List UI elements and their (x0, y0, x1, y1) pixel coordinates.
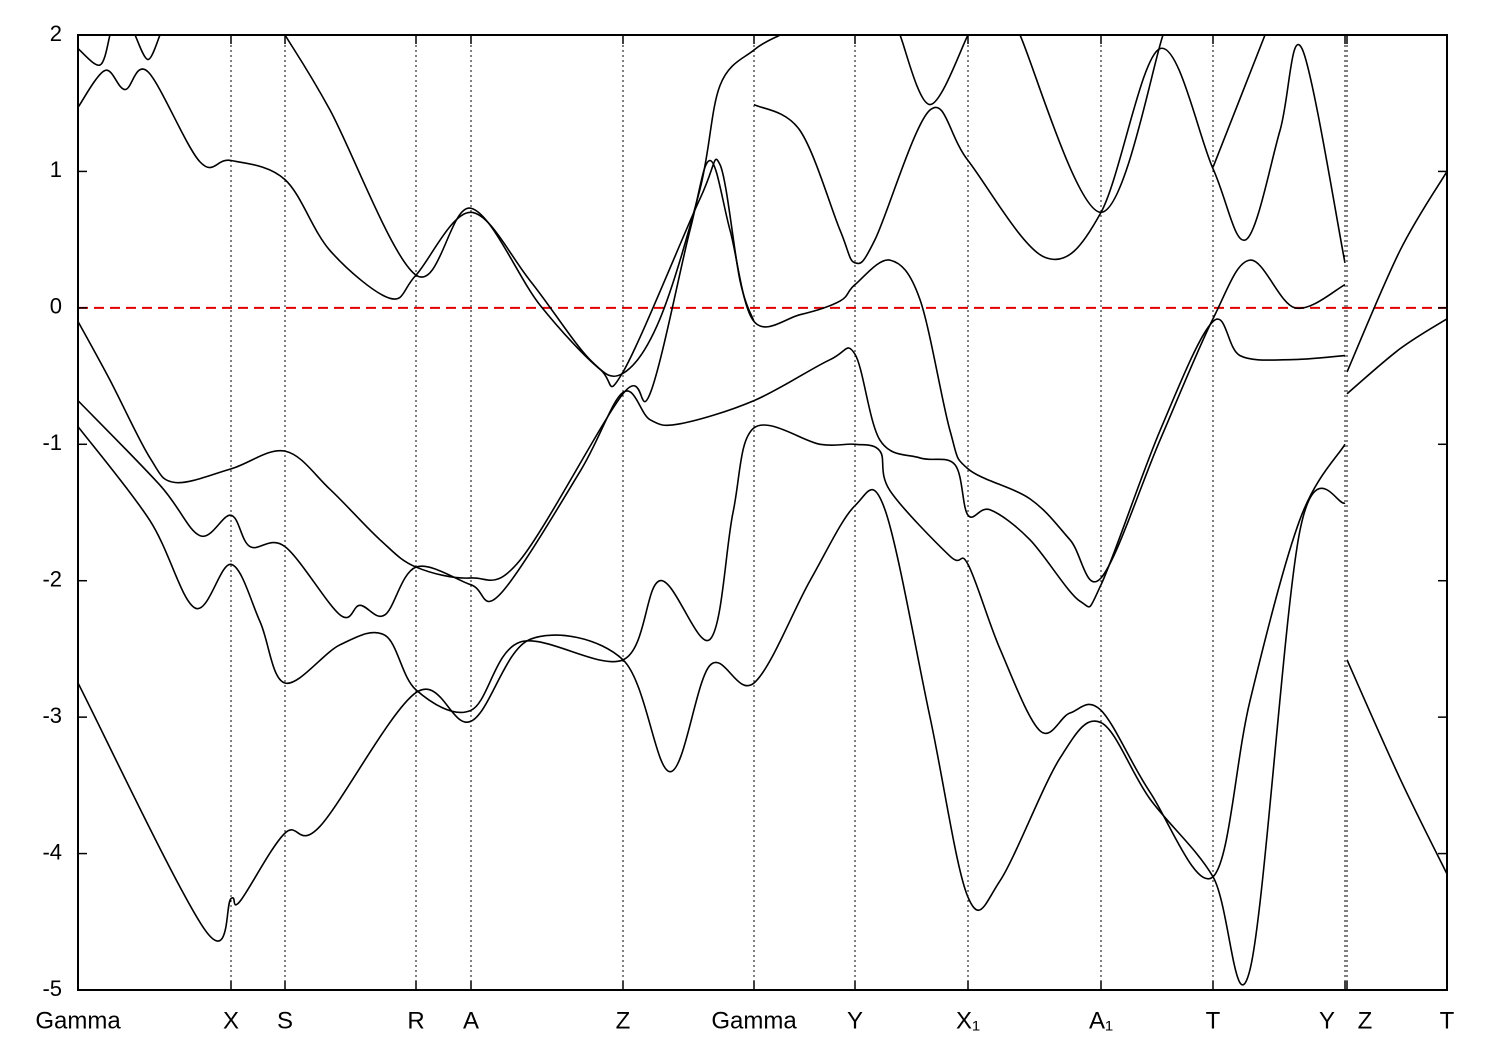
x-tick-label: R (407, 1007, 424, 1034)
y-tick-label: 0 (50, 294, 62, 319)
x-tick-label: X₁ (956, 1007, 980, 1034)
x-tick-label: X (223, 1007, 239, 1034)
y-tick-label: -2 (42, 567, 62, 592)
plot-frame (77, 34, 1448, 991)
x-tick-label: Z (1358, 1007, 1373, 1034)
y-tick-label: 2 (50, 21, 62, 46)
x-tick-label: Z (616, 1007, 631, 1034)
y-tick-label: 1 (50, 157, 62, 182)
band-line (78, 318, 1447, 880)
x-tick-label: T (1206, 1007, 1221, 1034)
x-tick-label: T (1440, 1007, 1455, 1034)
band-line (753, 44, 1346, 265)
y-tick-label: -3 (42, 703, 62, 728)
y-tick-label: -5 (42, 976, 62, 1001)
band-line (284, 35, 755, 388)
band-line (78, 159, 1346, 583)
band-line (78, 35, 781, 378)
x-tick-label: Gamma (35, 1007, 121, 1034)
y-tick-label: -4 (42, 839, 62, 864)
x-tick-label: A (463, 1007, 479, 1034)
x-tick-label: Y (1319, 1007, 1335, 1034)
band-line (78, 35, 1266, 214)
band-line (78, 487, 1447, 986)
x-tick-label: Y (847, 1007, 863, 1034)
y-tick-label: -1 (42, 430, 62, 455)
x-tick-label: S (277, 1007, 293, 1034)
x-tick-label: Gamma (711, 1007, 797, 1034)
x-tick-label: A₁ (1089, 1007, 1113, 1034)
bands-layer (78, 35, 1447, 986)
band-line (78, 171, 1447, 619)
